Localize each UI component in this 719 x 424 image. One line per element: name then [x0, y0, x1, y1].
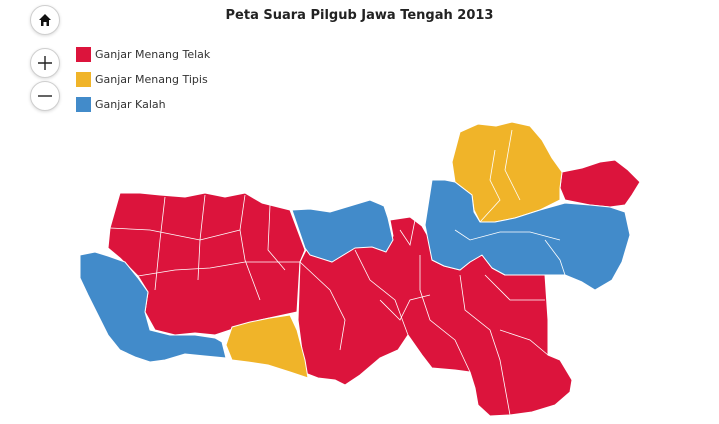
zoom-in-button[interactable] [30, 48, 60, 78]
home-button[interactable] [30, 5, 60, 35]
plus-icon [38, 56, 52, 70]
region-blue-semarang[interactable] [291, 199, 394, 263]
region-blue-east[interactable] [424, 179, 631, 291]
region-yellow-south[interactable] [225, 314, 309, 379]
legend-swatch-telak [76, 47, 91, 62]
legend-swatch-kalah [76, 97, 91, 112]
region-blue-west[interactable] [79, 251, 227, 363]
legend-item-telak: Ganjar Menang Telak [76, 47, 210, 62]
legend-label-telak: Ganjar Menang Telak [95, 48, 211, 61]
legend-swatch-tipis [76, 72, 91, 87]
home-icon [39, 14, 51, 26]
zoom-out-button[interactable] [30, 81, 60, 111]
legend-item-tipis: Ganjar Menang Tipis [76, 72, 210, 87]
map-title: Peta Suara Pilgub Jawa Tengah 2013 [225, 8, 494, 23]
legend: Ganjar Menang Telak Ganjar Menang Tipis … [76, 47, 210, 122]
region-red-northeast[interactable] [559, 159, 641, 208]
legend-label-tipis: Ganjar Menang Tipis [95, 73, 208, 86]
legend-item-kalah: Ganjar Kalah [76, 97, 210, 112]
legend-label-kalah: Ganjar Kalah [95, 98, 166, 111]
minus-icon [38, 95, 52, 97]
